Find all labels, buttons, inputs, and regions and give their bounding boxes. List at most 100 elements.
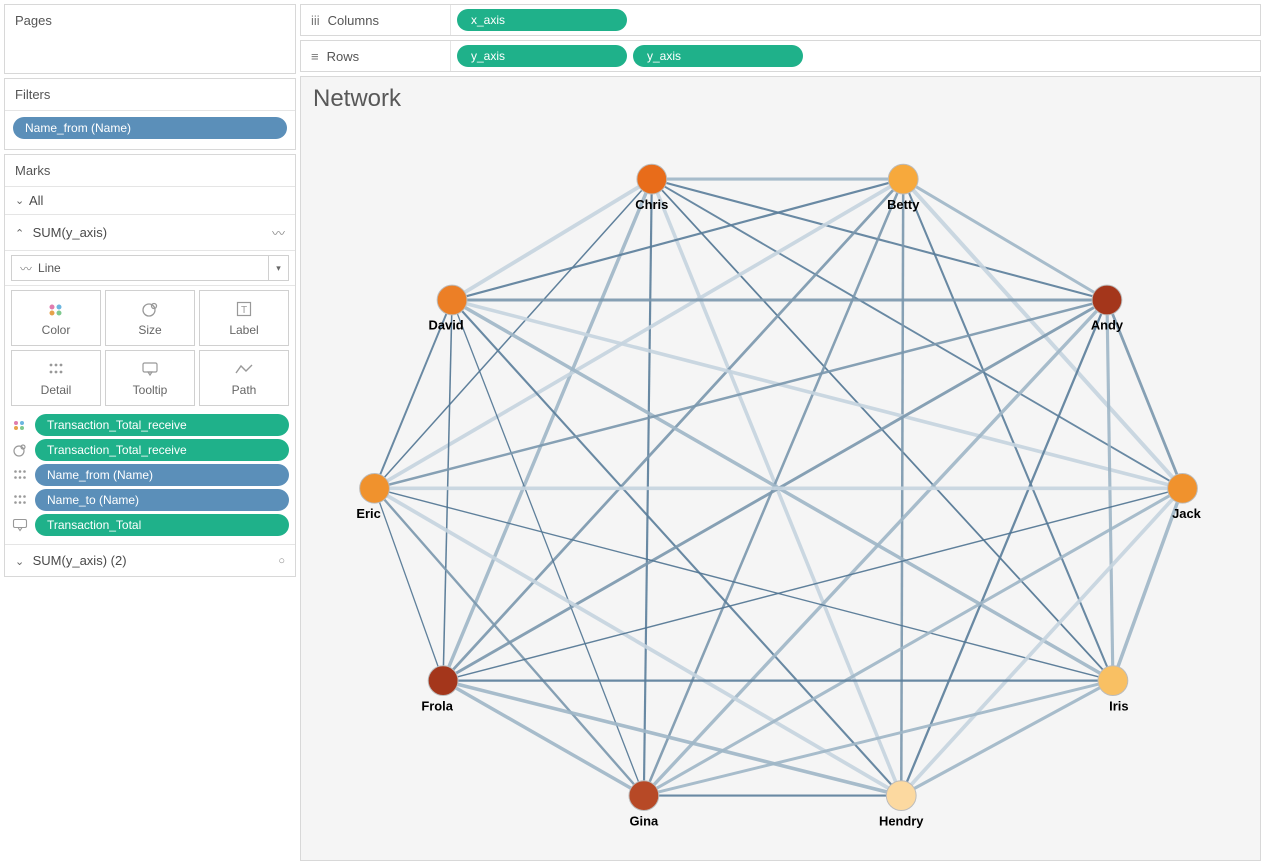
marks-card: Marks ⌄ All ⌃ SUM(y_axis) 〰 〰 Line ▾: [4, 154, 296, 577]
mark-btn-color-label: Color: [42, 323, 71, 337]
filters-body: Name_from (Name): [5, 111, 295, 149]
network-node-label: Eric: [356, 506, 380, 521]
network-edge: [443, 300, 452, 681]
left-sidebar: Pages Filters Name_from (Name) Marks ⌄ A…: [0, 0, 300, 865]
svg-text:T: T: [241, 305, 247, 316]
label-icon: T: [236, 299, 252, 319]
network-node[interactable]: [1092, 285, 1122, 315]
network-node[interactable]: [637, 164, 667, 194]
rows-shelf[interactable]: ≡ Rows y_axis y_axis: [300, 40, 1261, 72]
detail-icon: [11, 494, 29, 506]
network-edge: [375, 179, 904, 488]
mark-btn-color[interactable]: Color: [11, 290, 101, 346]
marks-title: Marks: [5, 155, 295, 187]
color-icon: [47, 299, 65, 319]
columns-shelf-label-wrap: iii Columns: [301, 5, 451, 35]
network-edge: [644, 681, 1113, 796]
mark-pill[interactable]: Transaction_Total_receive: [35, 439, 289, 461]
right-area: iii Columns x_axis ≡ Rows y_axisy_axis N…: [300, 0, 1265, 865]
network-node[interactable]: [629, 781, 659, 811]
mark-pill[interactable]: Name_to (Name): [35, 489, 289, 511]
network-node[interactable]: [360, 473, 390, 503]
network-edge: [452, 300, 1113, 681]
pages-title: Pages: [5, 5, 295, 36]
columns-icon: iii: [311, 13, 320, 28]
columns-label: Columns: [328, 13, 379, 28]
filters-title: Filters: [5, 79, 295, 111]
mark-pill-row[interactable]: Transaction_Total_receive: [11, 439, 289, 461]
mark-btn-label[interactable]: T Label: [199, 290, 289, 346]
network-edge: [903, 179, 1182, 488]
size-icon: [141, 299, 159, 319]
line-icon: 〰: [20, 260, 32, 277]
marks-all-label: All: [29, 193, 43, 208]
network-node[interactable]: [886, 781, 916, 811]
network-edge: [375, 488, 644, 795]
filter-pill[interactable]: Name_from (Name): [13, 117, 287, 139]
rows-shelf-label-wrap: ≡ Rows: [301, 41, 451, 71]
network-edge: [1107, 300, 1113, 681]
network-edge: [443, 300, 1107, 681]
network-node[interactable]: [888, 164, 918, 194]
network-node-label: Gina: [630, 813, 660, 828]
tooltip-icon: [11, 518, 29, 532]
pages-card: Pages: [4, 4, 296, 74]
network-node[interactable]: [1098, 666, 1128, 696]
mark-pills-list: Transaction_Total_receive Transaction_Tot…: [5, 410, 295, 544]
network-edge: [903, 179, 1107, 300]
mark-btn-size-label: Size: [138, 323, 161, 337]
mark-btn-tooltip[interactable]: Tooltip: [105, 350, 195, 406]
mark-btn-detail[interactable]: Detail: [11, 350, 101, 406]
network-edge: [652, 179, 1107, 300]
mark-btn-size[interactable]: Size: [105, 290, 195, 346]
mark-type-label: Line: [38, 261, 61, 275]
size-icon: [11, 443, 29, 457]
mark-btn-detail-label: Detail: [41, 383, 72, 397]
mark-btn-path[interactable]: Path: [199, 350, 289, 406]
chevron-up-icon: ⌃: [15, 227, 25, 240]
rows-pill[interactable]: y_axis: [633, 45, 803, 67]
mark-pill-row[interactable]: Transaction_Total: [11, 514, 289, 536]
network-node-label: Iris: [1109, 698, 1128, 713]
network-node[interactable]: [428, 666, 458, 696]
network-edge: [901, 681, 1113, 796]
marks-sum-row[interactable]: ⌃ SUM(y_axis) 〰: [5, 215, 295, 251]
rows-icon: ≡: [311, 49, 319, 64]
rows-pill[interactable]: y_axis: [457, 45, 627, 67]
network-edge: [452, 179, 903, 300]
network-node-label: David: [429, 318, 464, 333]
network-node[interactable]: [437, 285, 467, 315]
network-node[interactable]: [1168, 473, 1198, 503]
network-node-label: Chris: [635, 197, 668, 212]
marks-sum2-row[interactable]: ⌄ SUM(y_axis) (2) ○: [5, 544, 295, 576]
line-glyph-icon: 〰: [272, 223, 285, 242]
marks-all-row[interactable]: ⌄ All: [5, 187, 295, 215]
mark-btn-label-label: Label: [229, 323, 258, 337]
network-svg: Chris Betty David Andy Eric Jack Frola Iris Gina…: [301, 77, 1260, 860]
detail-icon: [48, 359, 64, 379]
columns-shelf[interactable]: iii Columns x_axis: [300, 4, 1261, 36]
mark-btn-tooltip-label: Tooltip: [133, 383, 168, 397]
mark-type-select[interactable]: 〰 Line ▾: [11, 255, 289, 281]
mark-pill-row[interactable]: Name_from (Name): [11, 464, 289, 486]
mark-pill[interactable]: Transaction_Total: [35, 514, 289, 536]
mark-pill-row[interactable]: Transaction_Total_receive: [11, 414, 289, 436]
mark-pill[interactable]: Transaction_Total_receive: [35, 414, 289, 436]
network-node-label: Andy: [1091, 318, 1124, 333]
dropdown-arrow-icon: ▾: [268, 256, 288, 280]
mark-pill-row[interactable]: Name_to (Name): [11, 489, 289, 511]
columns-pill[interactable]: x_axis: [457, 9, 627, 31]
detail-icon: [11, 469, 29, 481]
network-node-label: Jack: [1172, 506, 1202, 521]
mark-button-grid: Color Size T Label Detail: [5, 286, 295, 410]
mark-pill[interactable]: Name_from (Name): [35, 464, 289, 486]
network-edge: [443, 179, 903, 681]
color-icon: [11, 419, 29, 431]
network-node-label: Frola: [421, 698, 453, 713]
network-edge: [375, 300, 1107, 488]
path-icon: [234, 359, 254, 379]
network-node-label: Betty: [887, 197, 920, 212]
mark-btn-path-label: Path: [232, 383, 257, 397]
network-edge: [375, 488, 902, 795]
mark-type-row: 〰 Line ▾: [5, 251, 295, 286]
